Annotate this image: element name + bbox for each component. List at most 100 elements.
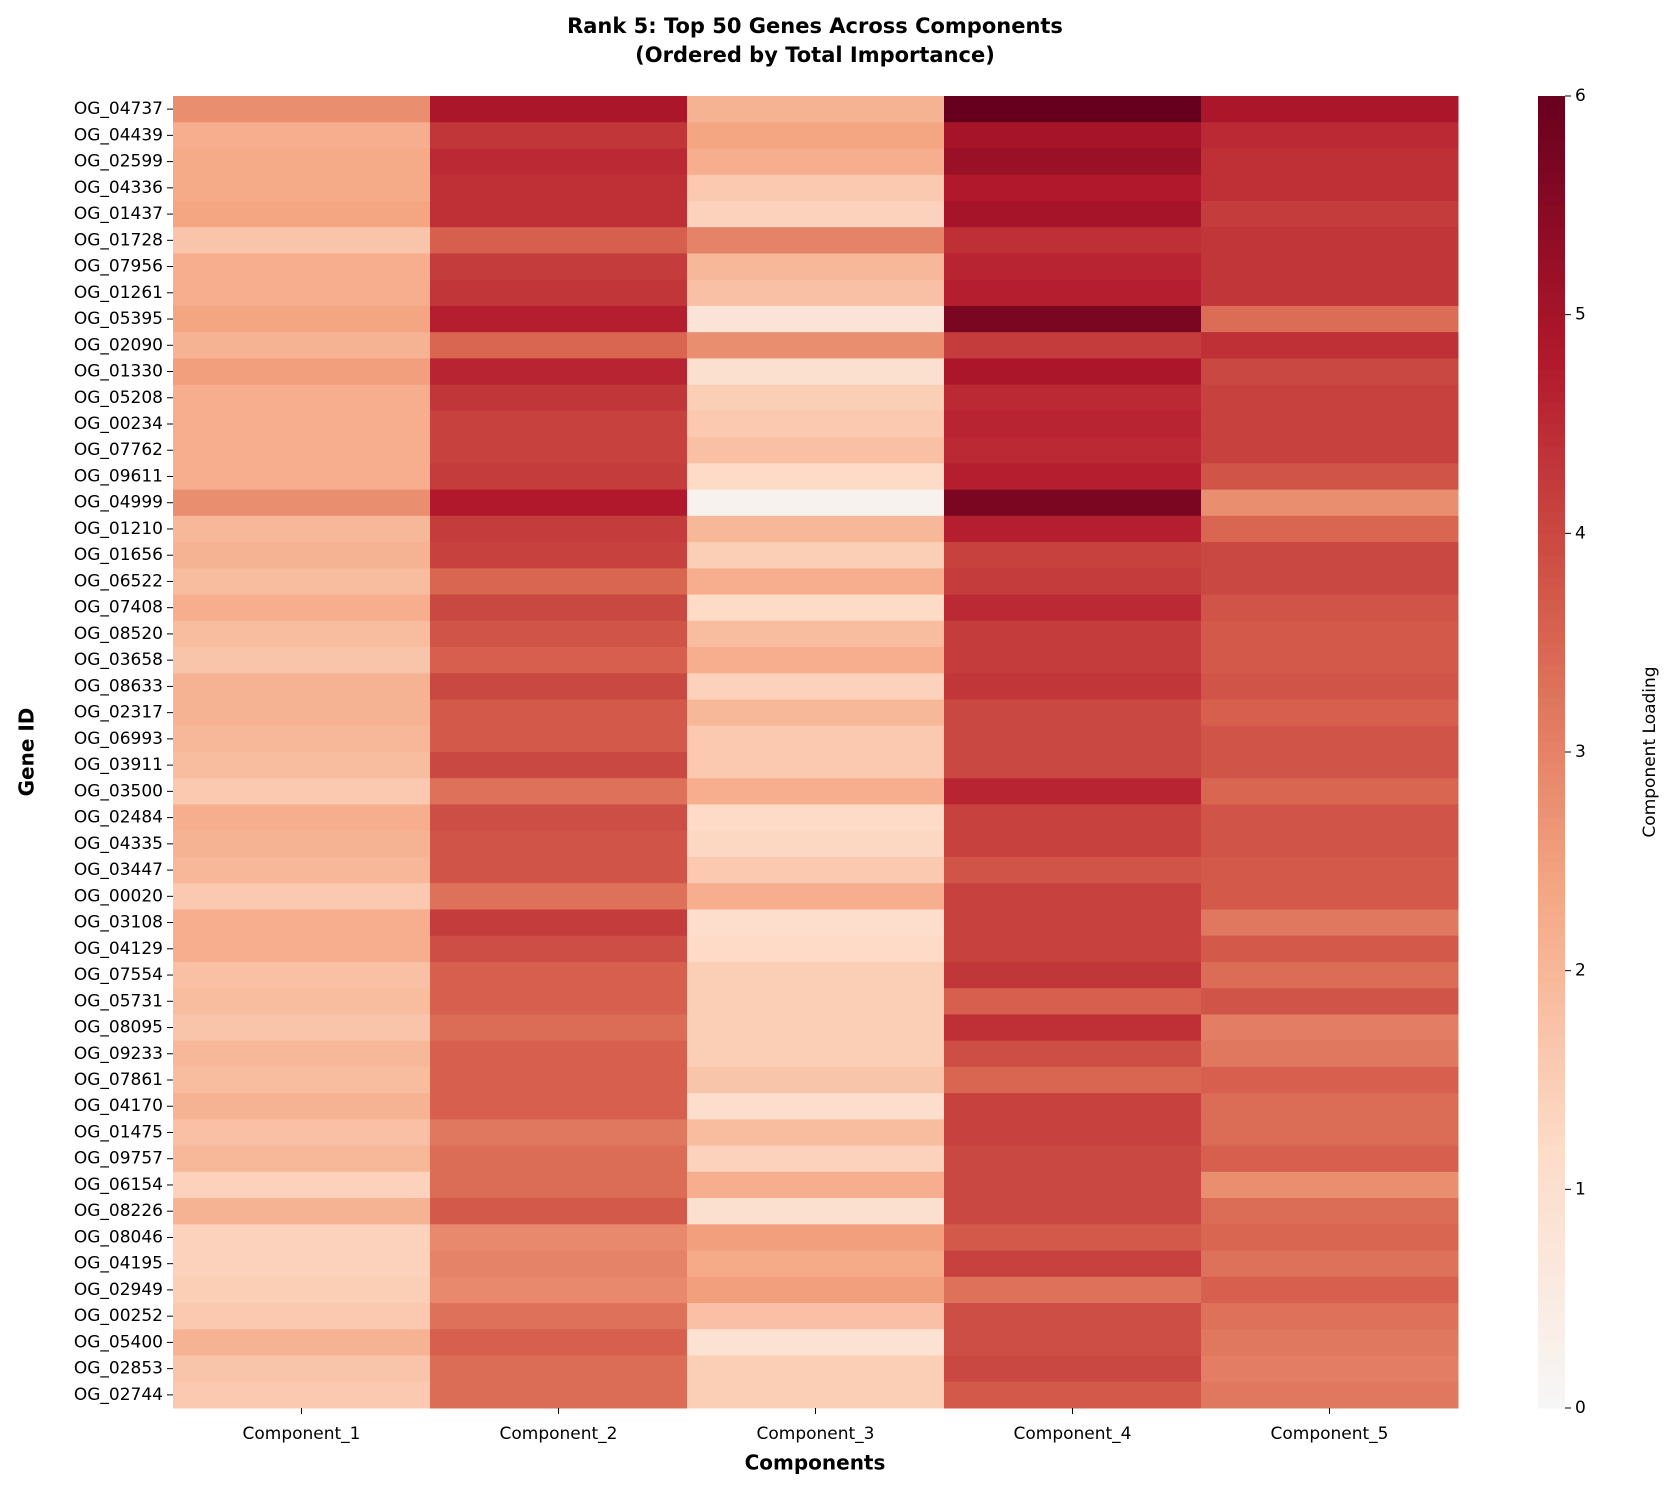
heatmap-cell — [173, 1119, 431, 1147]
colorbar-segment — [1538, 1101, 1565, 1114]
heatmap-cell — [173, 830, 431, 858]
heatmap-cell — [687, 725, 945, 753]
heatmap-cell — [1201, 305, 1459, 333]
colorbar-segment — [1538, 249, 1565, 261]
heatmap-cell — [1201, 673, 1459, 701]
y-tick-label: OG_03658 — [74, 650, 163, 670]
y-tick-label: OG_08095 — [74, 1018, 163, 1038]
heatmap-cell — [430, 1014, 688, 1042]
y-tick-label: OG_00252 — [74, 1306, 163, 1326]
heatmap-cell — [687, 1250, 945, 1278]
heatmap-cell — [944, 200, 1202, 228]
chart-subtitle: (Ordered by Total Importance) — [635, 43, 995, 67]
heatmap-cell — [687, 804, 945, 832]
colorbar-segment — [1538, 194, 1565, 206]
heatmap-cell — [173, 620, 431, 648]
colorbar-tick-label: 3 — [1575, 742, 1586, 762]
colorbar-segment — [1538, 1014, 1565, 1026]
heatmap-cell — [687, 463, 945, 491]
heatmap-cell — [1201, 909, 1459, 937]
y-tick-label: OG_01261 — [74, 283, 163, 303]
heatmap-cell — [1201, 830, 1459, 858]
colorbar-segment — [1538, 1156, 1565, 1168]
colorbar-segment — [1538, 1375, 1565, 1387]
heatmap-cell — [687, 1224, 945, 1252]
heatmap-cell — [173, 515, 431, 543]
heatmap-cell — [687, 778, 945, 805]
colorbar-segment — [1538, 784, 1565, 797]
y-tick-label: OG_02484 — [74, 808, 163, 828]
heatmap-cell — [173, 122, 431, 149]
colorbar-segment — [1538, 1036, 1565, 1048]
heatmap-cell — [944, 988, 1202, 1015]
colorbar-segment — [1538, 292, 1565, 305]
heatmap-cell — [173, 883, 431, 910]
heatmap-cell — [430, 1093, 688, 1120]
colorbar-segment — [1538, 959, 1565, 972]
heatmap-cell — [173, 1066, 431, 1094]
heatmap-cell — [1201, 935, 1459, 963]
colorbar-segment — [1538, 1058, 1565, 1070]
y-axis-label: Gene ID — [15, 708, 39, 797]
heatmap-cell — [944, 174, 1202, 202]
heatmap-cell — [687, 96, 945, 123]
heatmap-cell — [430, 253, 688, 281]
heatmap-cell — [430, 620, 688, 648]
colorbar-segment — [1538, 1397, 1565, 1409]
y-tick-label: OG_01210 — [74, 519, 163, 539]
y-tick-label: OG_01475 — [74, 1122, 163, 1142]
colorbar-segment — [1538, 336, 1565, 348]
heatmap-cell — [173, 384, 431, 412]
colorbar-segment — [1538, 577, 1565, 589]
heatmap-cell — [173, 1381, 431, 1409]
y-tick-label: OG_01728 — [74, 230, 163, 250]
colorbar-segment — [1538, 183, 1565, 195]
heatmap-cell — [687, 1355, 945, 1383]
heatmap-cell — [944, 463, 1202, 491]
heatmap-cell — [687, 437, 945, 464]
colorbar-segment — [1538, 1123, 1565, 1136]
heatmap-cell — [687, 909, 945, 937]
heatmap-cell — [173, 489, 431, 517]
heatmap-cell — [430, 1381, 688, 1409]
heatmap-cell — [944, 568, 1202, 596]
heatmap-cell — [1201, 856, 1459, 884]
heatmap-cell — [173, 463, 431, 491]
heatmap-cell — [1201, 1198, 1459, 1225]
heatmap-cell — [944, 935, 1202, 963]
colorbar-segment — [1538, 1254, 1565, 1267]
heatmap-cell — [687, 515, 945, 543]
y-tick-label: OG_03911 — [74, 755, 163, 775]
heatmap-cell — [944, 1303, 1202, 1330]
heatmap-cell — [1201, 1303, 1459, 1330]
heatmap-cell — [1201, 253, 1459, 281]
heatmap-cell — [430, 305, 688, 333]
colorbar-segment — [1538, 106, 1565, 119]
heatmap-cell — [173, 725, 431, 753]
y-tick-label: OG_08046 — [74, 1227, 163, 1247]
colorbar-segment — [1538, 686, 1565, 698]
heatmap-cell — [173, 305, 431, 333]
y-tick-label: OG_08633 — [74, 676, 163, 696]
x-tick-label: Component_5 — [1270, 1424, 1388, 1444]
heatmap-cell — [944, 778, 1202, 805]
colorbar-segment — [1538, 369, 1565, 381]
heatmap-cell — [173, 1303, 431, 1330]
y-tick-label: OG_07861 — [74, 1070, 163, 1090]
heatmap-cell — [1201, 174, 1459, 202]
y-tick-label: OG_03500 — [74, 781, 163, 801]
heatmap-cell — [944, 1119, 1202, 1147]
heatmap-cell — [430, 935, 688, 963]
colorbar-segment — [1538, 697, 1565, 709]
heatmap-cell — [944, 515, 1202, 543]
heatmap-cell — [1201, 279, 1459, 307]
colorbar-segment — [1538, 992, 1565, 1004]
heatmap-cell — [430, 830, 688, 858]
heatmap-cell — [173, 1276, 431, 1304]
heatmap-cell — [1201, 489, 1459, 517]
heatmap-cell — [687, 699, 945, 727]
heatmap-cell — [944, 909, 1202, 937]
heatmap-cell — [687, 988, 945, 1015]
colorbar-segment — [1538, 402, 1565, 414]
heatmap-cell — [687, 1145, 945, 1173]
